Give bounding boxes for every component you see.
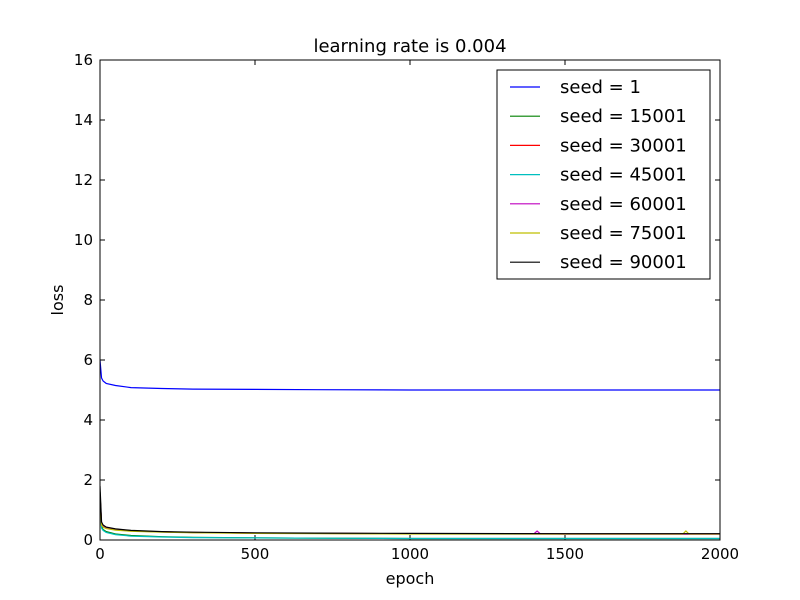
legend-label: seed = 90001 — [560, 252, 687, 273]
y-tick-label: 12 — [74, 171, 93, 189]
legend-label: seed = 45001 — [560, 165, 687, 186]
legend-label: seed = 75001 — [560, 223, 687, 244]
series-lines — [100, 359, 720, 540]
y-tick-label: 16 — [74, 51, 93, 69]
y-tick-label: 10 — [74, 231, 93, 249]
legend-label: seed = 15001 — [560, 106, 687, 127]
legend-label: seed = 30001 — [560, 135, 687, 156]
y-tick-label: 4 — [83, 411, 93, 429]
series-line-1 — [100, 359, 720, 391]
y-tick-label: 2 — [83, 471, 93, 489]
axis-ticks: 0 500 1000 1500 2000 0 2 4 6 8 10 12 14 16 — [74, 51, 739, 563]
x-tick-label: 0 — [95, 545, 105, 563]
y-tick-label: 8 — [83, 291, 93, 309]
chart-title: learning rate is 0.004 — [313, 36, 506, 57]
plot-frame — [99, 59, 721, 541]
legend-label: seed = 1 — [560, 77, 641, 98]
x-tick-label: 500 — [241, 545, 270, 563]
y-tick-label: 14 — [74, 111, 93, 129]
series-line-4 — [100, 497, 720, 540]
x-tick-label: 2000 — [701, 545, 739, 563]
x-tick-label: 1500 — [546, 545, 584, 563]
series-line-7 — [100, 485, 720, 535]
y-axis-label: loss — [48, 285, 67, 316]
legend-label: seed = 60001 — [560, 194, 687, 215]
x-axis-label: epoch — [386, 569, 435, 588]
legend: seed = 1 seed = 15001 seed = 30001 seed = 4… — [496, 69, 711, 280]
y-tick-label: 6 — [83, 351, 93, 369]
x-tick-label: 1000 — [391, 545, 429, 563]
y-tick-label: 0 — [83, 531, 93, 549]
